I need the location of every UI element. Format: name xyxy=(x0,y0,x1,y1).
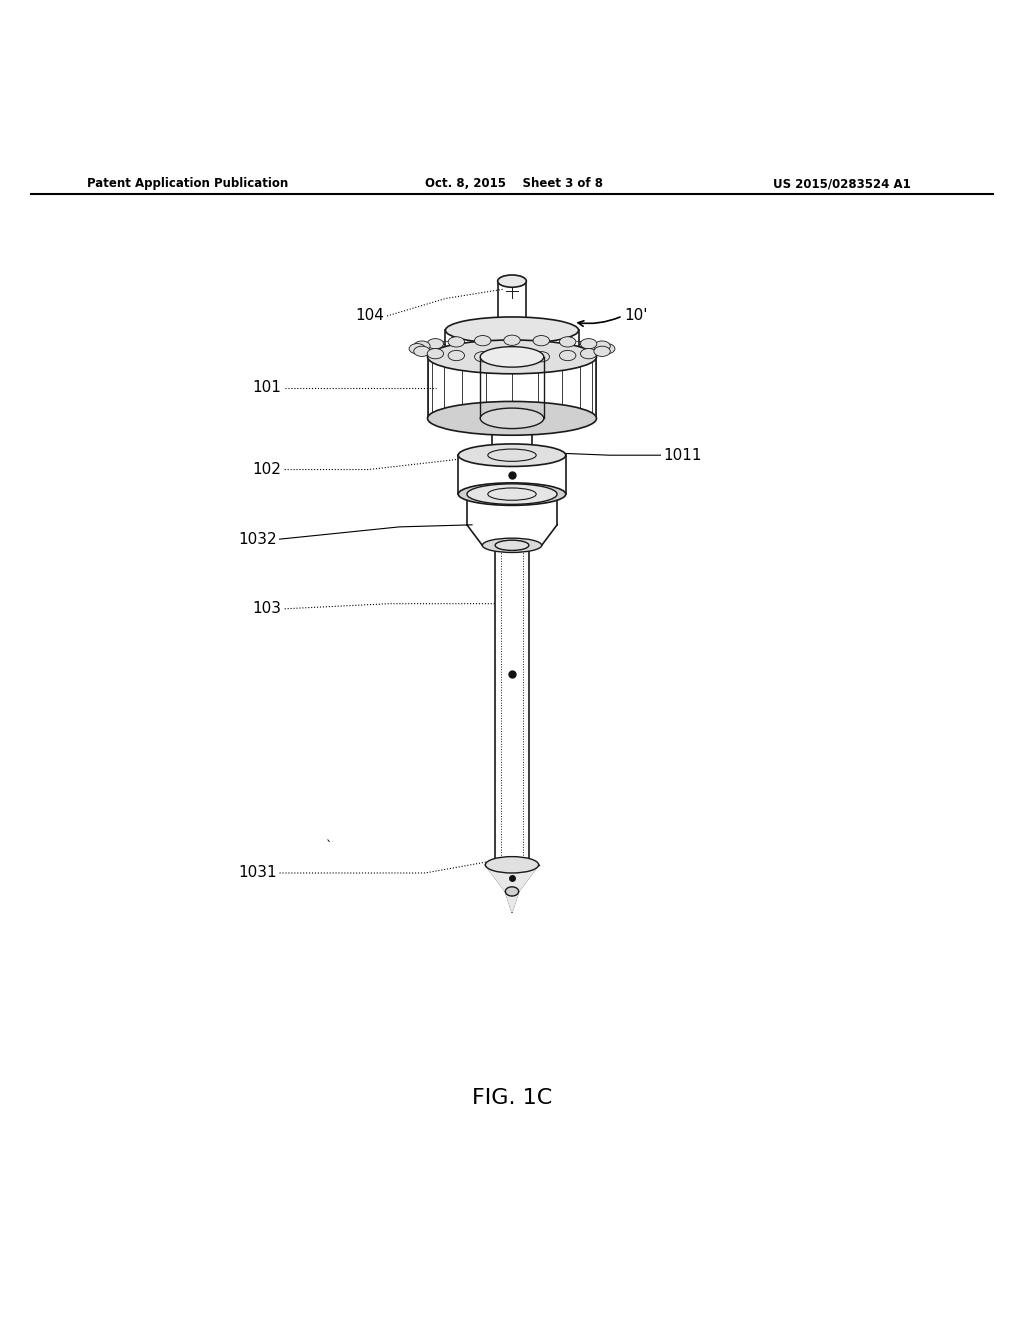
Ellipse shape xyxy=(467,484,557,504)
Ellipse shape xyxy=(534,335,550,346)
Ellipse shape xyxy=(427,348,443,359)
Ellipse shape xyxy=(498,275,526,288)
Ellipse shape xyxy=(414,346,430,356)
Ellipse shape xyxy=(498,325,526,337)
Text: FIG. 1C: FIG. 1C xyxy=(472,1088,552,1109)
Ellipse shape xyxy=(480,408,544,429)
Ellipse shape xyxy=(409,343,426,354)
Text: Oct. 8, 2015    Sheet 3 of 8: Oct. 8, 2015 Sheet 3 of 8 xyxy=(425,177,603,190)
Ellipse shape xyxy=(427,339,443,348)
Ellipse shape xyxy=(598,343,614,354)
Ellipse shape xyxy=(506,887,518,896)
Ellipse shape xyxy=(534,351,550,362)
Ellipse shape xyxy=(485,857,539,873)
Ellipse shape xyxy=(480,347,544,367)
Text: 10': 10' xyxy=(625,309,648,323)
Text: 1011: 1011 xyxy=(664,447,702,463)
Ellipse shape xyxy=(414,341,430,351)
Ellipse shape xyxy=(594,346,610,356)
Ellipse shape xyxy=(428,401,596,436)
Ellipse shape xyxy=(581,348,597,359)
Ellipse shape xyxy=(459,444,565,466)
Text: 1032: 1032 xyxy=(238,532,276,546)
Ellipse shape xyxy=(492,411,532,425)
Ellipse shape xyxy=(449,337,465,347)
Polygon shape xyxy=(485,865,539,912)
Ellipse shape xyxy=(474,335,490,346)
Ellipse shape xyxy=(504,352,520,362)
Ellipse shape xyxy=(559,337,575,347)
Ellipse shape xyxy=(445,317,579,343)
Ellipse shape xyxy=(559,350,575,360)
Ellipse shape xyxy=(428,341,596,374)
Ellipse shape xyxy=(445,343,579,370)
Text: `: ` xyxy=(326,840,332,853)
Ellipse shape xyxy=(581,339,597,348)
Ellipse shape xyxy=(474,351,490,362)
Text: 104: 104 xyxy=(355,309,384,323)
Text: 102: 102 xyxy=(253,462,282,477)
Ellipse shape xyxy=(459,483,565,506)
Text: 103: 103 xyxy=(253,602,282,616)
Ellipse shape xyxy=(594,341,610,351)
Ellipse shape xyxy=(492,447,532,462)
Ellipse shape xyxy=(482,539,542,553)
Text: 101: 101 xyxy=(253,380,282,395)
Ellipse shape xyxy=(504,335,520,346)
Text: Patent Application Publication: Patent Application Publication xyxy=(87,177,289,190)
Ellipse shape xyxy=(496,540,528,550)
Ellipse shape xyxy=(449,350,465,360)
Text: 1031: 1031 xyxy=(238,866,276,880)
Text: US 2015/0283524 A1: US 2015/0283524 A1 xyxy=(773,177,911,190)
